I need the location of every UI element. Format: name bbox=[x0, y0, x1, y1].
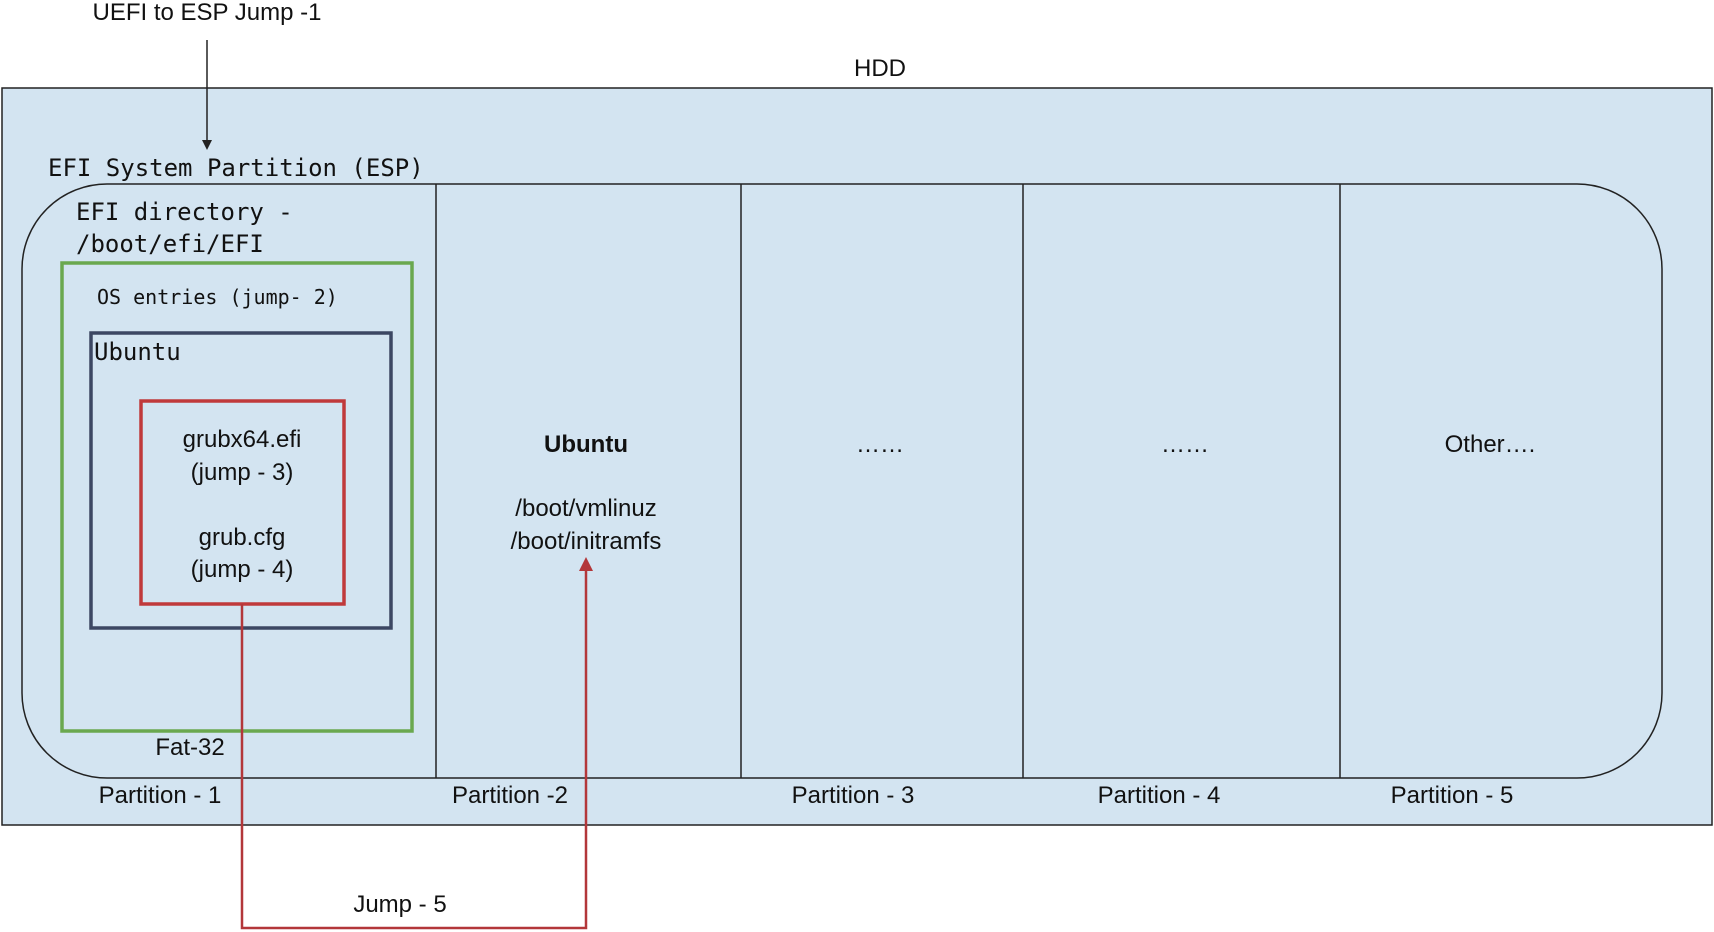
hdd-box bbox=[1, 87, 1713, 826]
esp-label: EFI System Partition (ESP) bbox=[48, 154, 424, 182]
ubuntu-entry-label: Ubuntu bbox=[94, 338, 181, 366]
partition2-label: Partition -2 bbox=[452, 782, 568, 809]
partition3-title: …… bbox=[856, 431, 904, 458]
partition4-title: …… bbox=[1161, 431, 1209, 458]
grub-efi-label-line1: grubx64.efi bbox=[183, 426, 302, 453]
grub-efi-label-line2: (jump - 3) bbox=[191, 459, 294, 486]
hdd-label: HDD bbox=[854, 55, 906, 82]
fat32-label: Fat-32 bbox=[155, 734, 224, 761]
partition2-title: Ubuntu bbox=[544, 431, 628, 458]
partition2-initramfs-path: /boot/initramfs bbox=[511, 528, 662, 555]
efi-directory-label-line1: EFI directory - bbox=[76, 198, 293, 226]
os-entries-label: OS entries (jump- 2) bbox=[97, 285, 338, 309]
partition3-label: Partition - 3 bbox=[792, 782, 915, 809]
grub-cfg-label-line1: grub.cfg bbox=[199, 524, 286, 551]
uefi-jump-label: UEFI to ESP Jump -1 bbox=[93, 0, 322, 26]
efi-directory-box bbox=[60, 261, 414, 733]
partition2-kernel-path: /boot/vmlinuz bbox=[515, 495, 656, 522]
partition4-label: Partition - 4 bbox=[1098, 782, 1221, 809]
jump5-label: Jump - 5 bbox=[353, 891, 446, 918]
partition1-label: Partition - 1 bbox=[99, 782, 222, 809]
partition5-label: Partition - 5 bbox=[1391, 782, 1514, 809]
partitions-container bbox=[21, 183, 1663, 779]
efi-directory-label-line2: /boot/efi/EFI bbox=[76, 230, 264, 258]
jump5-arrow bbox=[240, 557, 593, 930]
grub-cfg-label-line2: (jump - 4) bbox=[191, 556, 294, 583]
partition5-title: Other…. bbox=[1445, 431, 1536, 458]
